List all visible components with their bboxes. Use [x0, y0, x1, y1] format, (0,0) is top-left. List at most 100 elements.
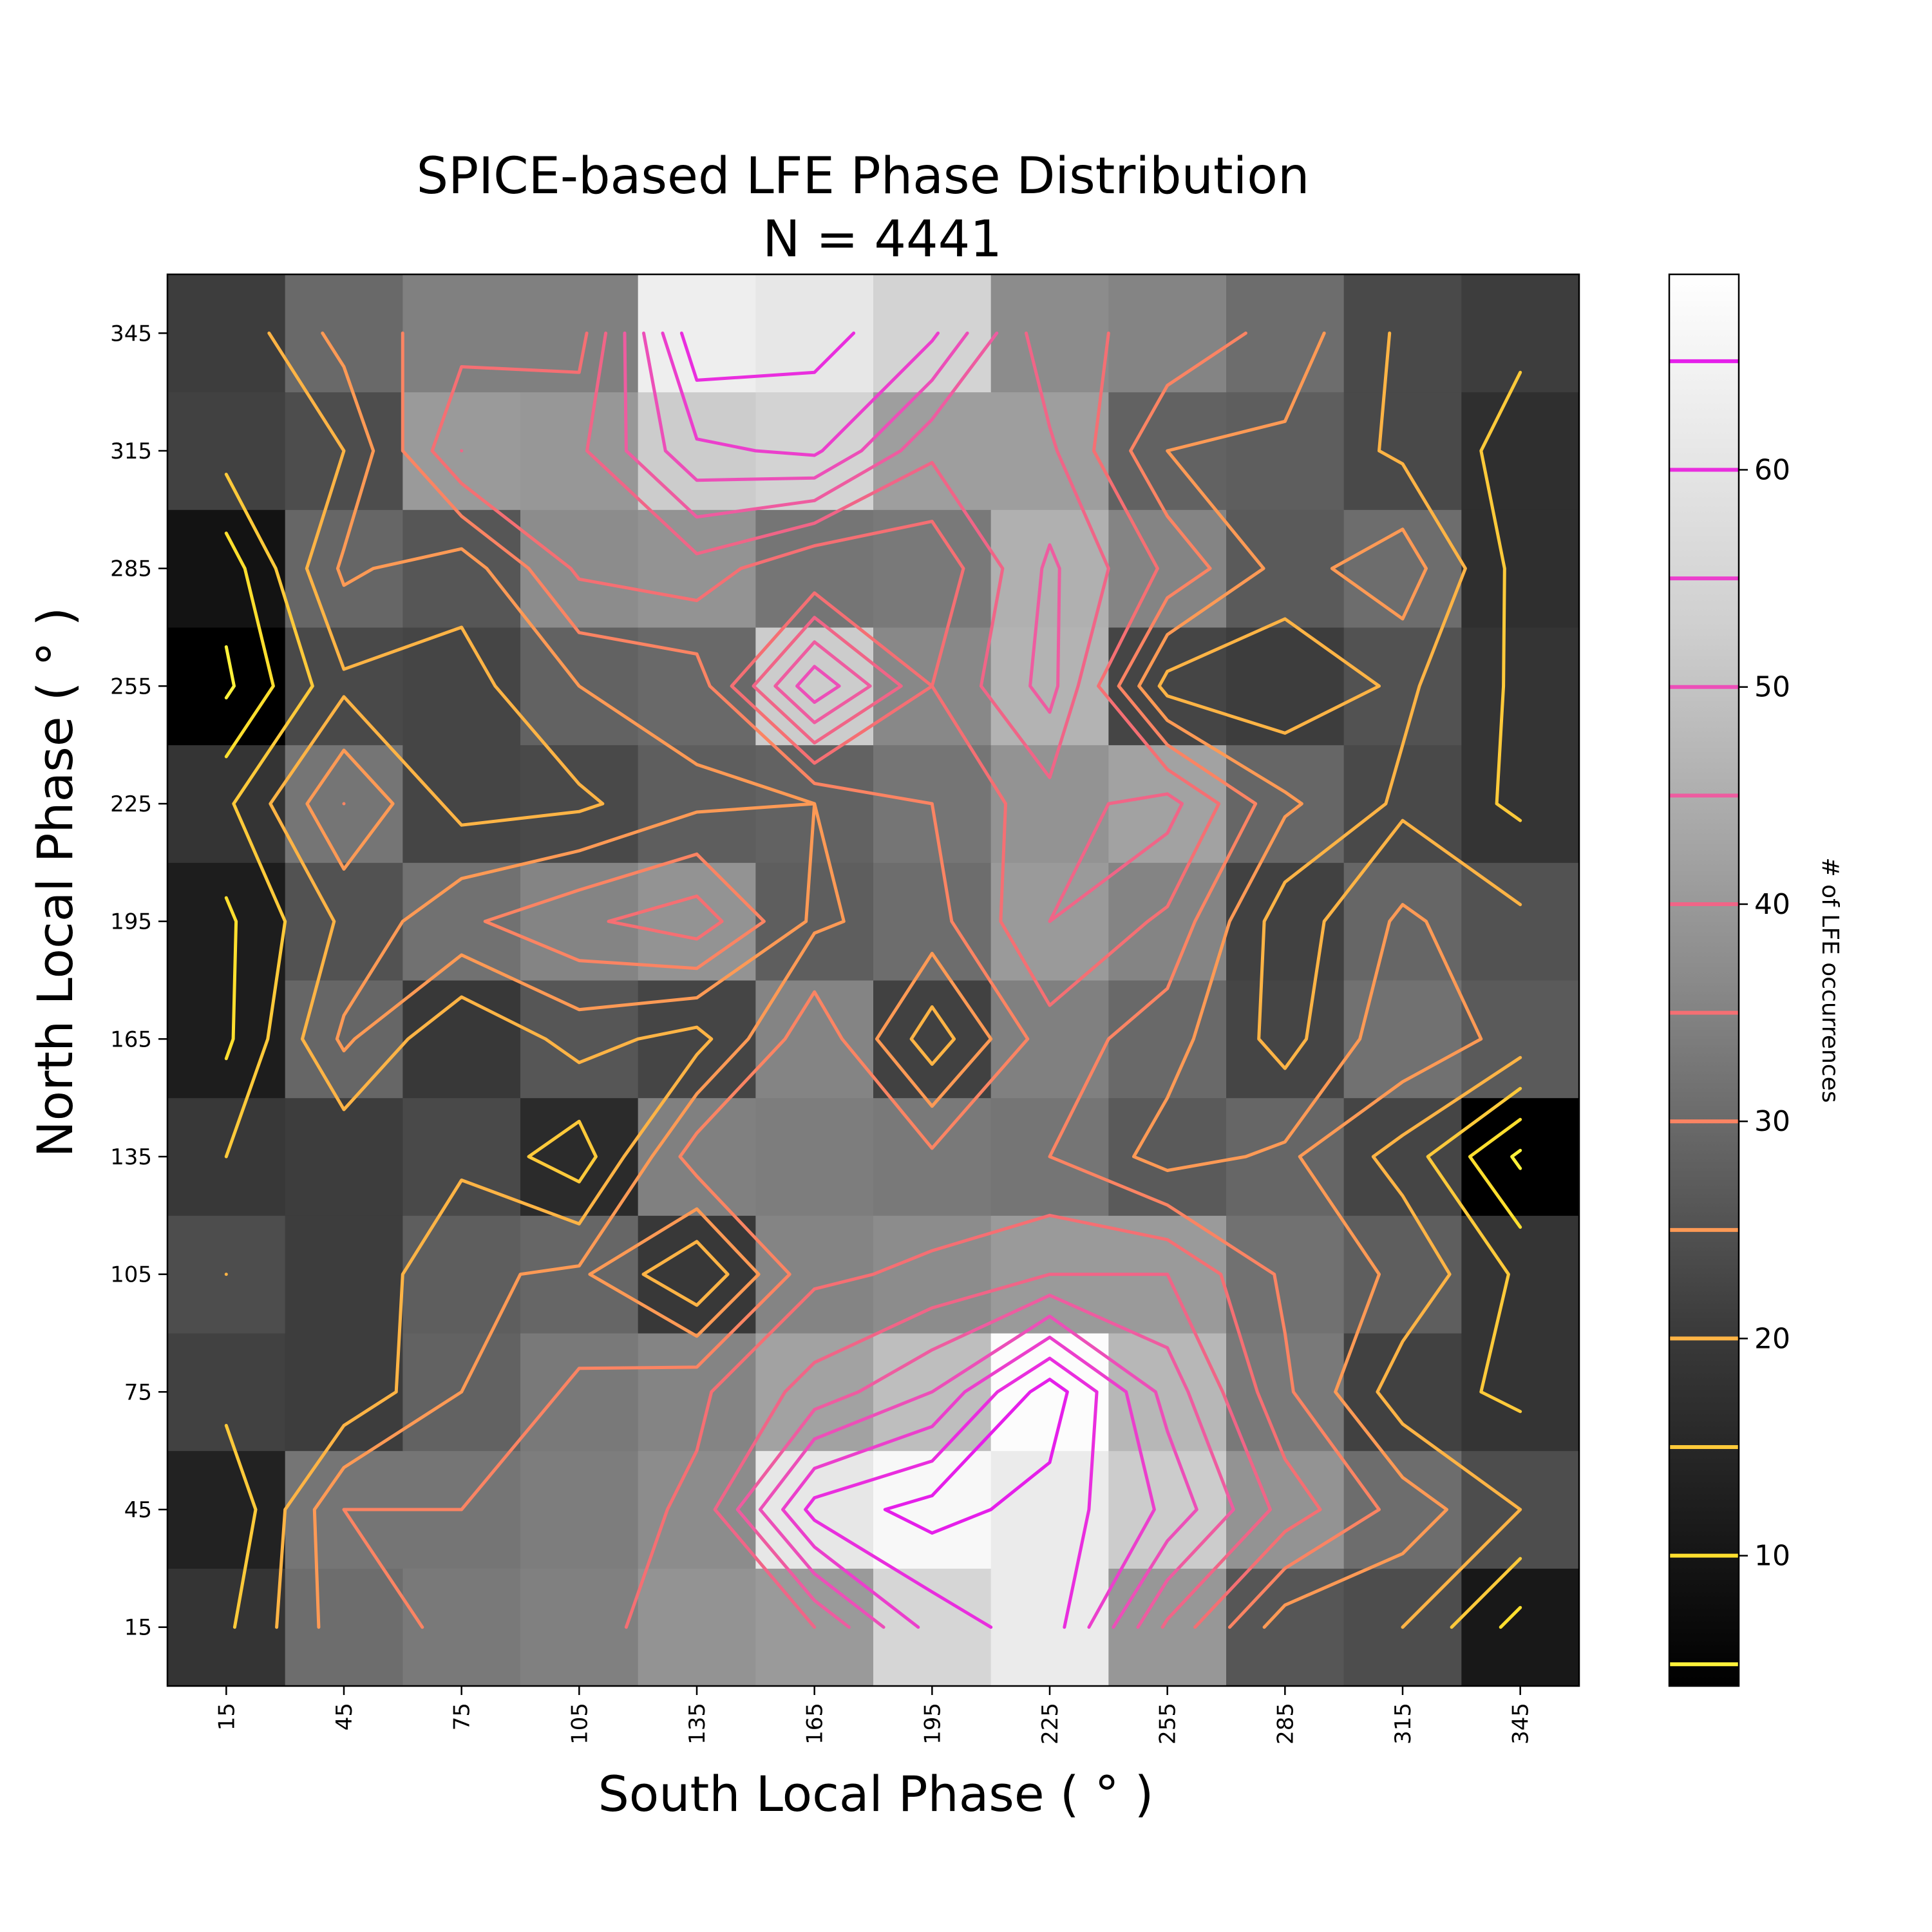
x-tick-label: 45 [332, 1703, 357, 1730]
colorbar: 10 20 30 40 50 60 # of LFE occurrences [1668, 273, 1843, 1687]
contour-level-line [224, 645, 1522, 1170]
heatmap-cell [1108, 627, 1227, 746]
y-tick-label: 135 [110, 1144, 152, 1170]
heatmap-cell [285, 1568, 403, 1687]
heatmap-cell [638, 274, 756, 393]
heatmap-cell [990, 1333, 1109, 1452]
heatmap-cell [990, 1568, 1109, 1687]
x-tick-label: 75 [450, 1703, 475, 1730]
contour-level-line [224, 531, 1522, 1629]
heatmap-cell [402, 509, 521, 628]
y-tick-label: 15 [124, 1615, 152, 1641]
heatmap-cell [520, 1450, 639, 1569]
x-tick-label: 195 [920, 1703, 945, 1745]
heatmap-cell [1343, 1450, 1462, 1569]
heatmap-cell [638, 1568, 756, 1687]
heatmap-cell [402, 980, 521, 1099]
heatmap-cell [638, 392, 756, 510]
x-tick-label: 225 [1037, 1703, 1063, 1745]
contour-level-line [642, 331, 1198, 1629]
x-tick-label: 285 [1273, 1703, 1298, 1745]
x-tick-label: 345 [1508, 1703, 1534, 1745]
heatmap-cell [1461, 1333, 1580, 1452]
heatmap-cell [402, 1568, 521, 1687]
plot-frame [166, 273, 1580, 1687]
heatmap-cell [873, 392, 992, 510]
heatmap-cell [990, 509, 1109, 628]
heatmap-cell [402, 744, 521, 863]
contour-level-line [430, 331, 1322, 1629]
heatmap-cell [1461, 509, 1580, 628]
heatmap-cell [167, 627, 286, 746]
heatmap-cell [873, 980, 992, 1099]
heatmap-cell [755, 627, 874, 746]
heatmap-cell [167, 744, 286, 863]
chart-subtitle: N = 4441 [762, 211, 1002, 269]
y-tick-label: 45 [124, 1497, 152, 1523]
heatmap-cell [638, 980, 756, 1099]
heatmap-cell [520, 274, 639, 393]
colorbar-contour-lines [1669, 359, 1739, 1667]
heatmap-cell [1461, 627, 1580, 746]
heatmap-cell [1461, 1097, 1580, 1216]
x-axis-label: South Local Phase ( ° ) [598, 1765, 1154, 1823]
heatmap-cell [638, 744, 756, 863]
heatmap-cell [873, 1215, 992, 1334]
heatmap-cell [520, 1215, 639, 1334]
heatmap-cell [1343, 627, 1462, 746]
y-axis-label: North Local Phase ( ° ) [26, 607, 84, 1158]
heatmap-cell [520, 1097, 639, 1216]
heatmap-cell [167, 1450, 286, 1569]
y-tick-label: 315 [110, 439, 152, 464]
contour-level-line [661, 331, 1156, 1629]
heatmap-cell [285, 627, 403, 746]
heatmap-cell [638, 509, 756, 628]
heatmap-cell [1108, 1450, 1227, 1569]
heatmap-cell [520, 392, 639, 510]
contour-lines [224, 331, 1522, 1629]
heatmap-cell [990, 980, 1109, 1099]
heatmap-cell [285, 1333, 403, 1452]
heatmap-cell [1343, 744, 1462, 863]
heatmap-cell [167, 862, 286, 981]
heatmap-cell [1108, 274, 1227, 393]
heatmap-cell [1343, 862, 1462, 981]
heatmap-cell [402, 1097, 521, 1216]
heatmap-cell [167, 980, 286, 1099]
heatmap-cell [285, 862, 403, 981]
contour-level-line [883, 1378, 1069, 1535]
heatmap-cell [1343, 392, 1462, 510]
colorbar-tick-label: 50 [1754, 671, 1790, 704]
heatmap-cell [1343, 274, 1462, 393]
heatmap-cell [1226, 744, 1345, 863]
colorbar-tick-label: 40 [1754, 888, 1790, 921]
heatmap-cell [990, 392, 1109, 510]
y-tick-label: 285 [110, 556, 152, 582]
colorbar-gradient [1669, 274, 1739, 1686]
heatmap-cell [285, 509, 403, 628]
x-axis-ticks: 15 45 75 105 135 165 195 225 255 285 315 345 [214, 1686, 1534, 1745]
heatmap-cell [755, 509, 874, 628]
heatmap-cell [990, 744, 1109, 863]
heatmap-cell [873, 274, 992, 393]
colorbar-tick-label: 30 [1754, 1105, 1790, 1138]
heatmap-cell [1461, 1568, 1580, 1687]
contour-level-line [623, 331, 1235, 1629]
contour-level-line [679, 331, 1099, 1629]
heatmap-cell [990, 627, 1109, 746]
y-tick-label: 165 [110, 1027, 152, 1052]
heatmap-cell [990, 274, 1109, 393]
x-tick-label: 15 [214, 1703, 240, 1730]
heatmap-cell [402, 1215, 521, 1334]
heatmap-cell [1343, 509, 1462, 628]
heatmap-cell [167, 1568, 286, 1687]
heatmap-cell [167, 1333, 286, 1452]
x-tick-label: 105 [567, 1703, 592, 1745]
colorbar-tick-label: 20 [1754, 1322, 1790, 1355]
heatmap-cell [285, 274, 403, 393]
heatmap-cell [873, 1097, 992, 1216]
heatmap-cell [873, 1568, 992, 1687]
chart-title: SPICE-based LFE Phase Distribution [417, 147, 1310, 205]
heatmap-cell [1226, 980, 1345, 1099]
x-tick-label: 255 [1155, 1703, 1181, 1745]
